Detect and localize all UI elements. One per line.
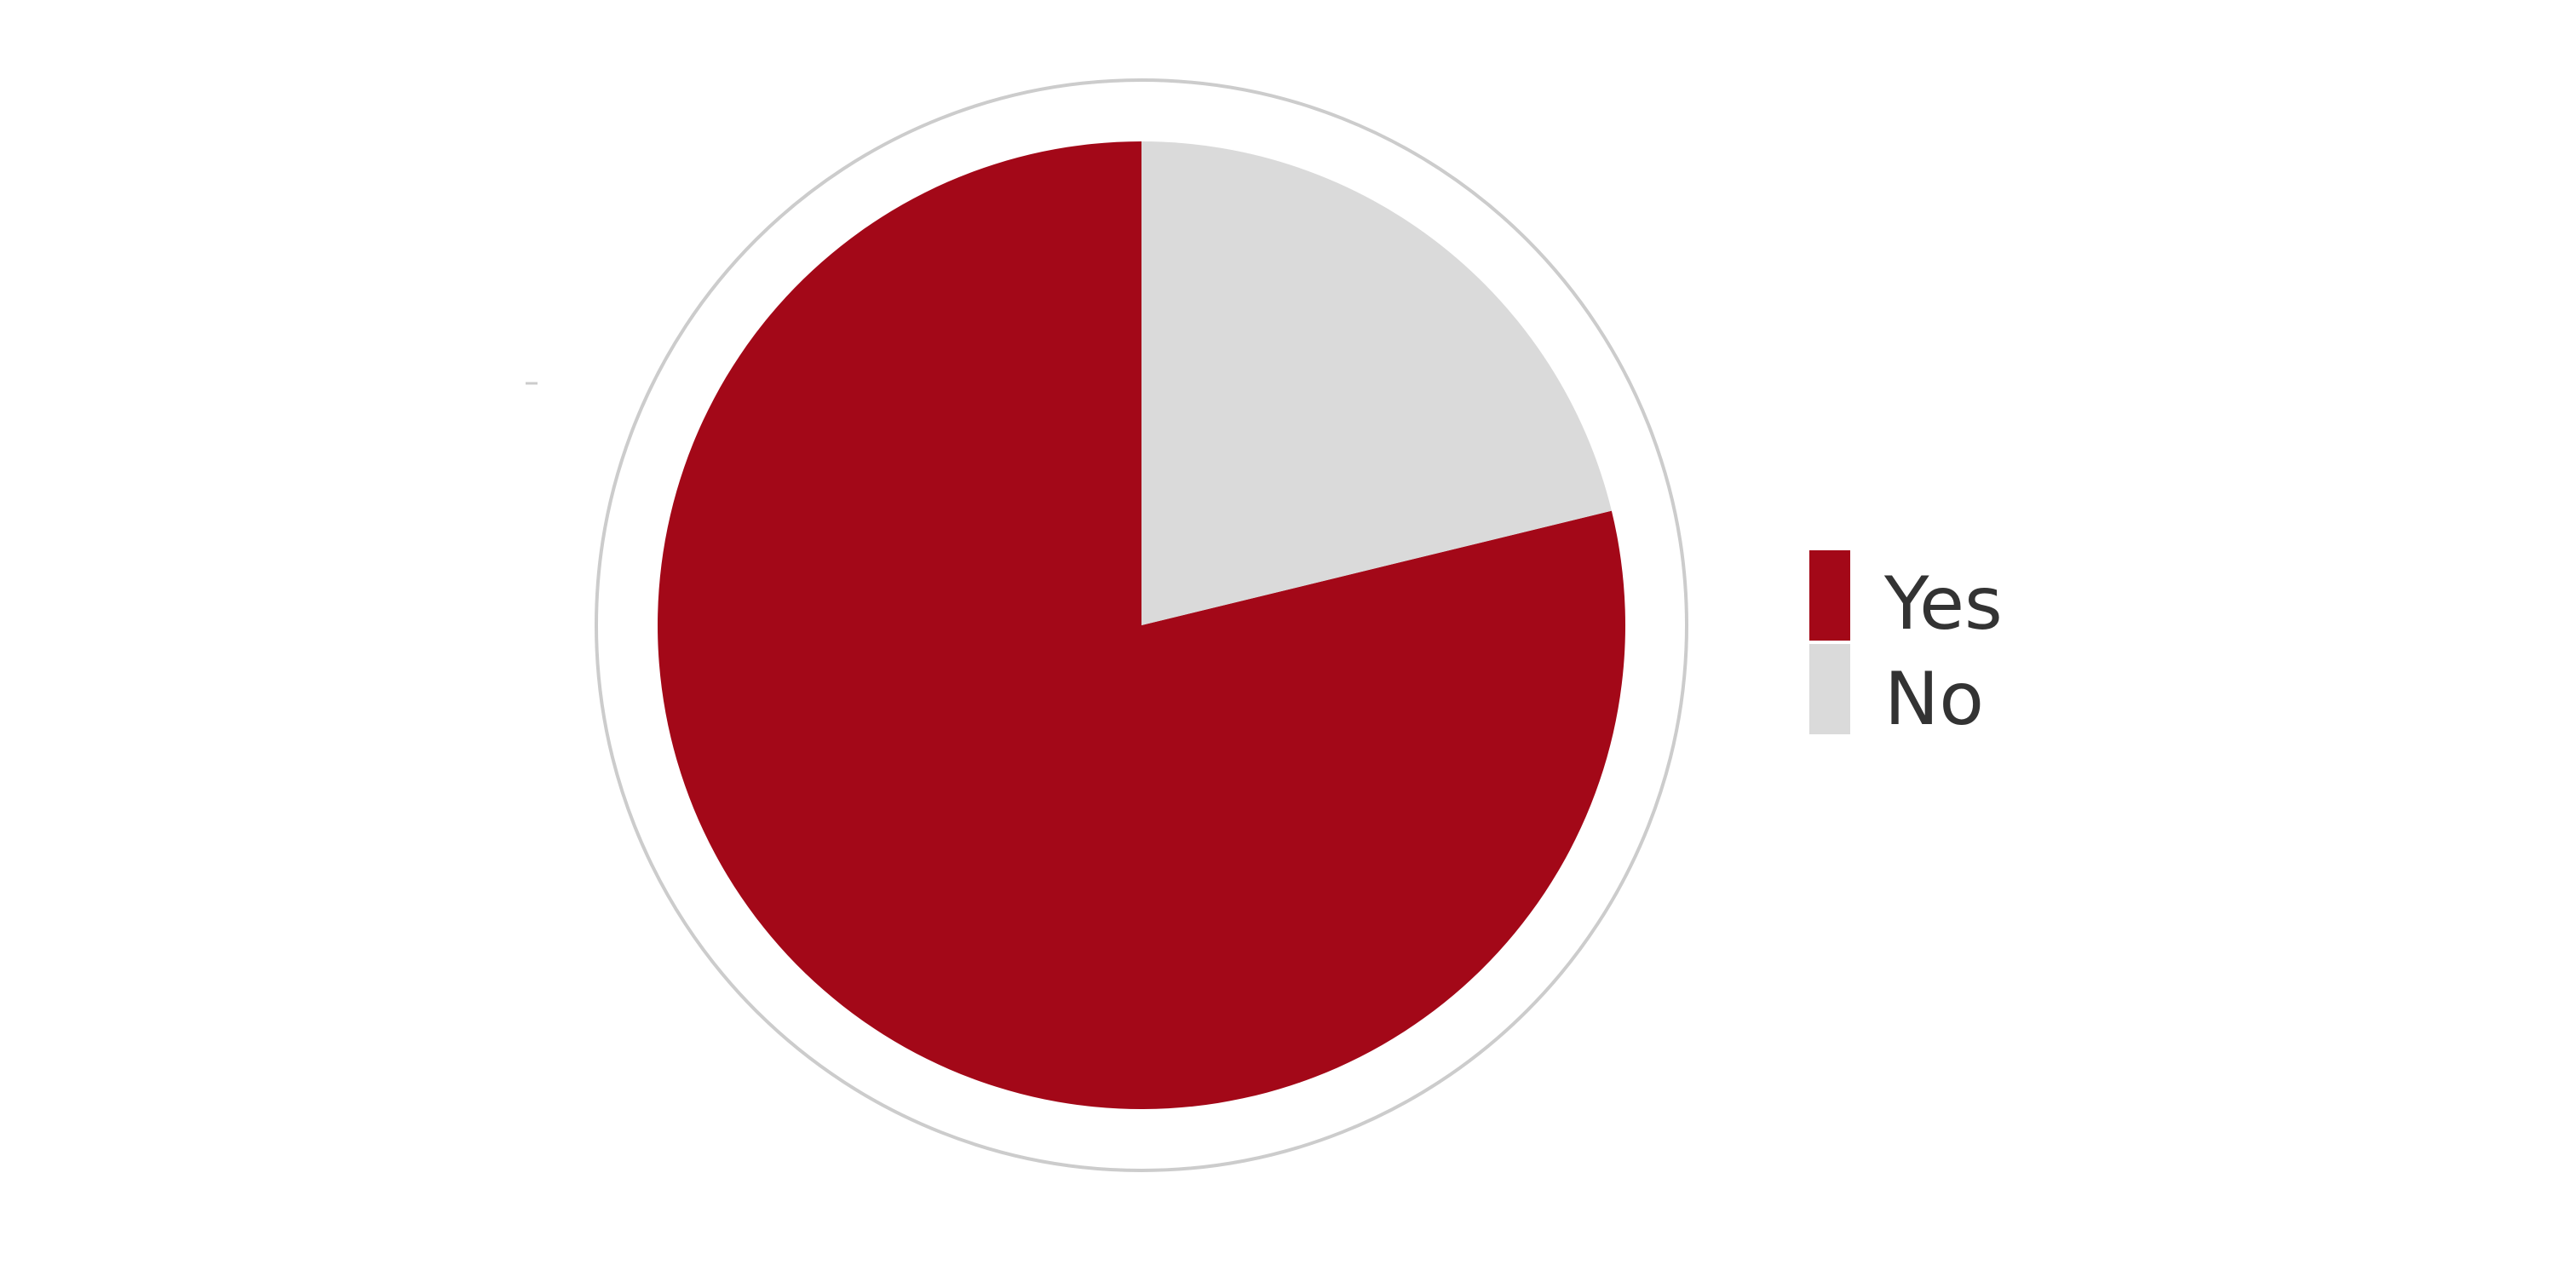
pie-slice-no[interactable] (1141, 141, 1612, 625)
pie-slice-yes[interactable] (657, 141, 1625, 1110)
legend-label-no: No (1884, 657, 1984, 742)
legend-swatch-yes (1809, 550, 1850, 641)
outer-ring (595, 78, 1688, 1172)
legend-swatch-no (1809, 644, 1850, 734)
pie-slices (657, 141, 1625, 1110)
legend: Yes No (1809, 550, 2003, 742)
legend-label-yes: Yes (1883, 561, 2003, 647)
